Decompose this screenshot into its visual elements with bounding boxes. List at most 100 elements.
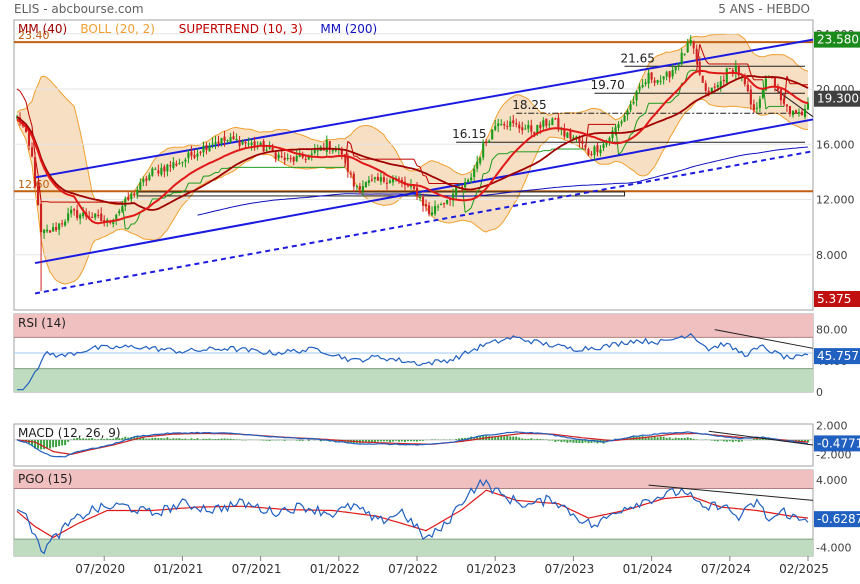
candle-body [407, 185, 409, 186]
candle-body [684, 54, 686, 55]
candle-body [97, 215, 99, 216]
candle-body [226, 140, 228, 141]
candle-body [419, 197, 421, 198]
osc-y-tick-label: 4.000 [816, 474, 848, 487]
candle-body [645, 82, 647, 84]
price-badge: 23.580 [817, 33, 859, 47]
candle-body [34, 157, 36, 187]
candle-body [717, 85, 719, 87]
candle-body [145, 178, 147, 180]
candle-body [287, 158, 289, 159]
candle-body [160, 168, 162, 175]
x-tick-label: 01/2021 [153, 562, 203, 576]
annotation-label: 21.65 [621, 51, 655, 65]
candle-body [181, 162, 183, 163]
candle-body [642, 85, 644, 87]
candle-body [151, 169, 153, 176]
candle-body [747, 85, 749, 91]
candle-body [524, 129, 526, 130]
candle-body [434, 206, 436, 214]
candle-body [714, 87, 716, 88]
candle-body [142, 179, 144, 182]
candle-body [311, 154, 313, 155]
candle-body [184, 160, 186, 162]
candle-body [446, 200, 448, 204]
candle-body [317, 150, 319, 151]
candle-body [437, 206, 439, 207]
candle-body [506, 126, 508, 127]
candle-body [46, 230, 48, 232]
candle-body [380, 177, 382, 181]
candle-body [172, 162, 174, 168]
candle-body [67, 213, 69, 220]
candle-body [798, 112, 800, 114]
candle-body [124, 198, 126, 206]
candle-body [100, 214, 102, 221]
candle-body [356, 186, 358, 187]
candle-body [284, 158, 286, 160]
candle-body [55, 227, 57, 230]
candle-body [91, 217, 93, 218]
candle-body [139, 182, 141, 190]
candle-body [416, 188, 418, 197]
header-symbol-source: ELIS - abcbourse.com [14, 2, 144, 16]
candle-body [58, 224, 60, 230]
candle-body [52, 227, 54, 231]
candle-body [242, 142, 244, 145]
candle-body [130, 194, 132, 200]
panel-title: PGO (15) [18, 472, 72, 486]
candle-body [464, 182, 466, 187]
candle-body [73, 209, 75, 210]
candle-body [422, 197, 424, 206]
candle-body [269, 147, 271, 148]
rsi-last-value: 45.757 [817, 349, 859, 363]
candle-body [236, 139, 238, 140]
candle-body [43, 230, 45, 233]
candle-body [275, 152, 277, 158]
candle-body [657, 80, 659, 83]
candle-body [539, 125, 541, 128]
candle-body [554, 118, 556, 119]
candle-body [305, 159, 307, 160]
candle-body [663, 77, 665, 80]
candle-body [37, 186, 39, 205]
candle-body [76, 210, 78, 218]
candle-body [479, 158, 481, 163]
candle-body [239, 140, 241, 146]
candle-body [440, 204, 442, 205]
candle-body [470, 178, 472, 181]
candle-body [690, 40, 692, 44]
candle-body [518, 125, 520, 129]
candle-body [521, 127, 523, 130]
x-tick-label: 07/2024 [701, 562, 751, 576]
x-tick-label: 01/2024 [623, 562, 673, 576]
candle-body [602, 144, 604, 148]
candle-body [214, 142, 216, 144]
candle-body [795, 110, 797, 113]
candle-body [699, 62, 701, 75]
candle-body [118, 211, 120, 213]
candle-body [491, 129, 493, 139]
candle-body [651, 73, 653, 80]
price-y-tick-label: 12.000 [816, 194, 855, 207]
price-y-tick-label: 16.000 [816, 138, 855, 151]
candle-body [178, 163, 180, 164]
candle-body [251, 143, 253, 145]
candle-body [94, 213, 96, 217]
candle-body [413, 186, 415, 189]
candle-body [314, 150, 316, 153]
candle-body [196, 154, 198, 157]
candle-body [548, 124, 550, 125]
candle-body [675, 66, 677, 70]
candle-body [169, 165, 171, 166]
candle-body [383, 177, 385, 181]
candle-body [371, 180, 373, 181]
candle-body [488, 141, 490, 142]
candle-body [133, 194, 135, 196]
candle-body [636, 91, 638, 100]
candle-body [217, 142, 219, 144]
candle-body [389, 181, 391, 183]
candle-body [485, 142, 487, 143]
x-tick-label: 07/2022 [388, 562, 438, 576]
candle-body [720, 81, 722, 87]
